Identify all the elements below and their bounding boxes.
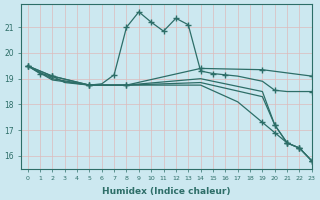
X-axis label: Humidex (Indice chaleur): Humidex (Indice chaleur) [102,187,231,196]
